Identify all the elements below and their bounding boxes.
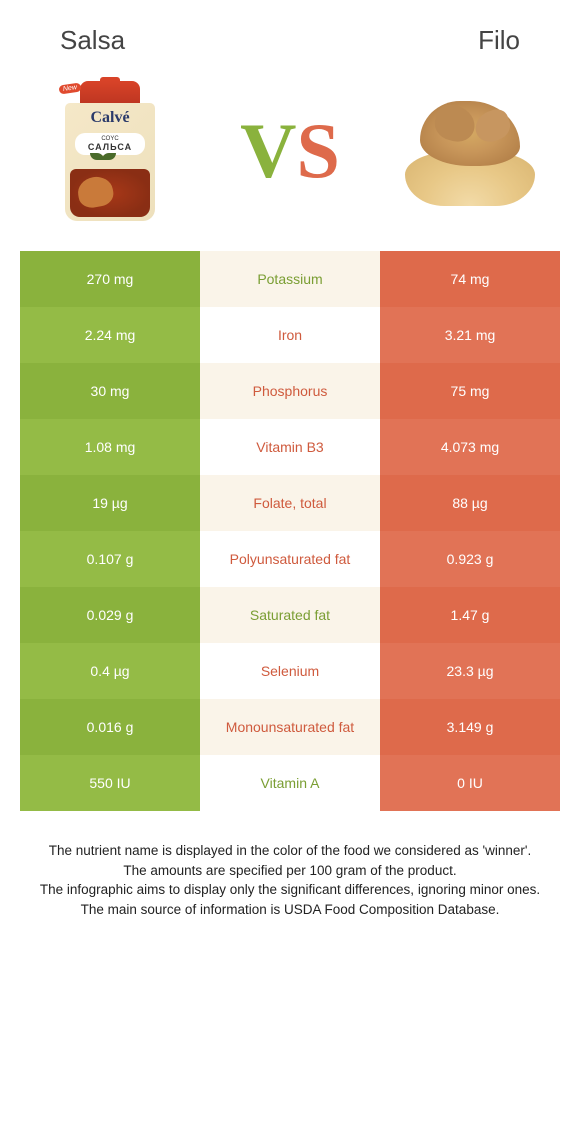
salsa-brand: Calvé bbox=[65, 109, 155, 127]
nutrient-name: Vitamin B3 bbox=[200, 419, 380, 475]
footer-notes: The nutrient name is displayed in the co… bbox=[0, 841, 580, 959]
value-left: 0.016 g bbox=[20, 699, 200, 755]
vs-s: S bbox=[296, 107, 339, 194]
product-title-left: Salsa bbox=[60, 25, 125, 56]
value-right: 3.21 mg bbox=[380, 307, 560, 363]
header: Salsa Filo bbox=[0, 0, 580, 71]
salsa-image: New Calvé COYC САЛЬСА bbox=[40, 81, 180, 221]
table-row: 0.029 gSaturated fat1.47 g bbox=[20, 587, 560, 643]
footer-line: The nutrient name is displayed in the co… bbox=[30, 841, 550, 861]
nutrient-name: Folate, total bbox=[200, 475, 380, 531]
value-left: 19 µg bbox=[20, 475, 200, 531]
nutrient-name: Polyunsaturated fat bbox=[200, 531, 380, 587]
value-left: 550 IU bbox=[20, 755, 200, 811]
footer-line: The infographic aims to display only the… bbox=[30, 880, 550, 900]
vs-text: VS bbox=[240, 106, 340, 196]
value-right: 23.3 µg bbox=[380, 643, 560, 699]
value-left: 0.107 g bbox=[20, 531, 200, 587]
table-row: 270 mgPotassium74 mg bbox=[20, 251, 560, 307]
product-title-right: Filo bbox=[478, 25, 520, 56]
value-left: 2.24 mg bbox=[20, 307, 200, 363]
value-right: 0.923 g bbox=[380, 531, 560, 587]
value-left: 1.08 mg bbox=[20, 419, 200, 475]
salsa-label: COYC САЛЬСА bbox=[75, 133, 145, 155]
new-badge: New bbox=[58, 83, 81, 95]
table-row: 30 mgPhosphorus75 mg bbox=[20, 363, 560, 419]
footer-line: The amounts are specified per 100 gram o… bbox=[30, 861, 550, 881]
value-right: 3.149 g bbox=[380, 699, 560, 755]
value-left: 0.4 µg bbox=[20, 643, 200, 699]
value-right: 88 µg bbox=[380, 475, 560, 531]
vs-row: New Calvé COYC САЛЬСА VS bbox=[0, 71, 580, 251]
nutrient-name: Saturated fat bbox=[200, 587, 380, 643]
table-row: 2.24 mgIron3.21 mg bbox=[20, 307, 560, 363]
value-left: 270 mg bbox=[20, 251, 200, 307]
nutrient-name: Potassium bbox=[200, 251, 380, 307]
table-row: 1.08 mgVitamin B34.073 mg bbox=[20, 419, 560, 475]
table-row: 19 µgFolate, total88 µg bbox=[20, 475, 560, 531]
table-row: 0.107 gPolyunsaturated fat0.923 g bbox=[20, 531, 560, 587]
value-right: 1.47 g bbox=[380, 587, 560, 643]
comparison-table: 270 mgPotassium74 mg2.24 mgIron3.21 mg30… bbox=[20, 251, 560, 811]
value-right: 74 mg bbox=[380, 251, 560, 307]
vs-v: V bbox=[240, 107, 296, 194]
value-right: 4.073 mg bbox=[380, 419, 560, 475]
value-right: 0 IU bbox=[380, 755, 560, 811]
value-left: 0.029 g bbox=[20, 587, 200, 643]
table-row: 0.016 gMonounsaturated fat3.149 g bbox=[20, 699, 560, 755]
nutrient-name: Vitamin A bbox=[200, 755, 380, 811]
footer-line: The main source of information is USDA F… bbox=[30, 900, 550, 920]
value-right: 75 mg bbox=[380, 363, 560, 419]
value-left: 30 mg bbox=[20, 363, 200, 419]
filo-image bbox=[400, 81, 540, 221]
nutrient-name: Monounsaturated fat bbox=[200, 699, 380, 755]
nutrient-name: Iron bbox=[200, 307, 380, 363]
nutrient-name: Phosphorus bbox=[200, 363, 380, 419]
nutrient-name: Selenium bbox=[200, 643, 380, 699]
table-row: 0.4 µgSelenium23.3 µg bbox=[20, 643, 560, 699]
table-row: 550 IUVitamin A0 IU bbox=[20, 755, 560, 811]
